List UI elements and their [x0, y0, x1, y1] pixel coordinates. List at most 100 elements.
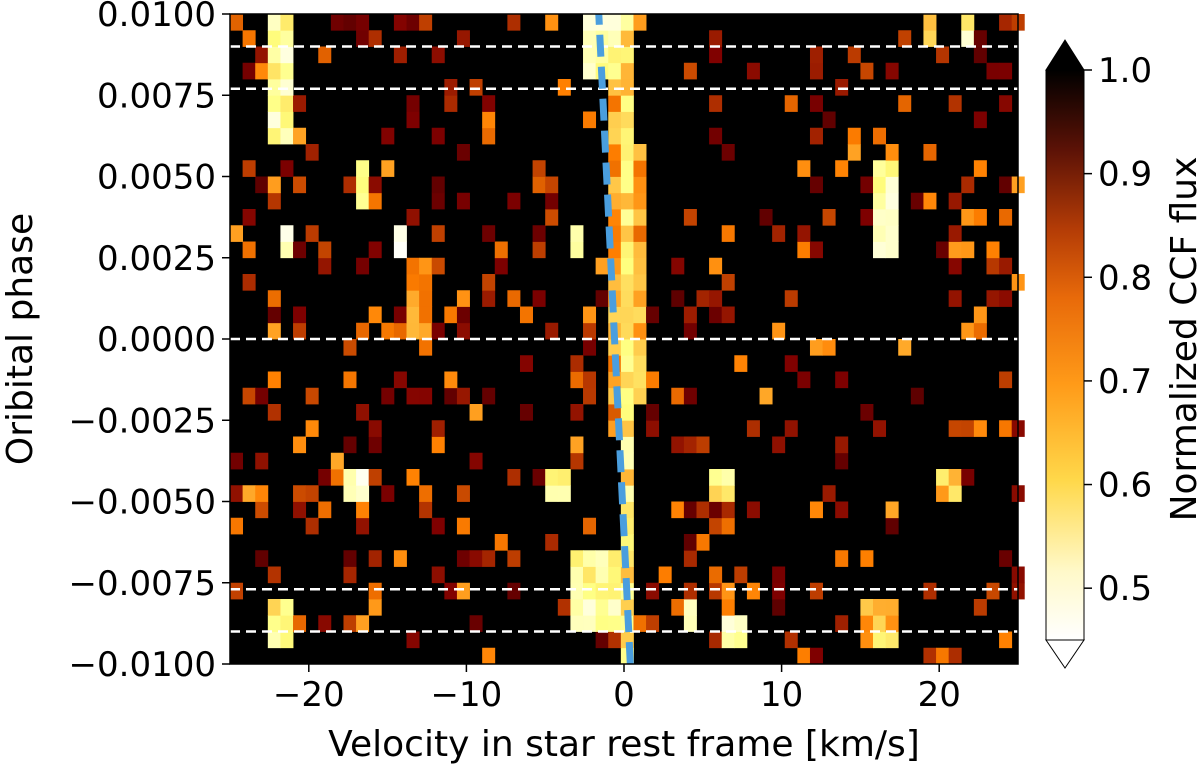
heatmap-cell	[683, 615, 697, 632]
heatmap-cell	[356, 615, 370, 632]
heatmap-cell	[293, 501, 307, 519]
heatmap-cell	[721, 274, 735, 291]
heatmap-cell	[343, 615, 357, 632]
heatmap-cell	[797, 371, 811, 389]
heatmap-cell	[343, 176, 357, 194]
heatmap-cell	[721, 582, 735, 600]
colorbar-tick-label: 0.7	[1098, 362, 1152, 402]
heatmap-cell	[507, 290, 521, 307]
heatmap-cell	[242, 485, 256, 502]
planet-trace-line	[595, 13, 634, 665]
heatmap-cell	[494, 257, 508, 275]
heatmap-cell	[948, 420, 962, 437]
heatmap-cell	[620, 62, 634, 80]
heatmap-cell	[393, 241, 407, 259]
heatmap-cell	[999, 631, 1013, 649]
heatmap-cell	[986, 582, 1000, 600]
colorbar-bottom-extend	[1045, 639, 1085, 669]
heatmap-cell	[999, 290, 1013, 307]
heatmap-cell	[961, 322, 975, 340]
heatmap-cell	[230, 14, 244, 31]
heatmap-cell	[280, 111, 294, 129]
heatmap-cell	[230, 225, 244, 242]
heatmap-cell	[343, 550, 357, 567]
heatmap-cell	[734, 355, 748, 372]
heatmap-cell	[999, 209, 1013, 226]
heatmap-cell	[595, 550, 609, 567]
heatmap-cell	[343, 14, 357, 31]
heatmap-cell	[431, 420, 445, 437]
heatmap-cell	[910, 387, 924, 405]
heatmap-cell	[406, 209, 420, 226]
heatmap-cell	[532, 225, 546, 242]
heatmap-cell	[583, 30, 597, 47]
heatmap-cell	[847, 127, 861, 145]
heatmap-cell	[633, 290, 647, 307]
heatmap-cell	[419, 387, 433, 405]
heatmap-cell	[280, 95, 294, 112]
heatmap-cell	[620, 95, 634, 112]
heatmap-cell	[784, 420, 798, 437]
heatmap-cell	[835, 550, 849, 567]
y-axis-label: Oribital phase	[0, 213, 41, 465]
heatmap-cell	[973, 209, 987, 226]
colorbar-tick-label: 0.9	[1098, 155, 1152, 195]
heatmap-cell	[595, 631, 609, 649]
heatmap-cell	[255, 176, 269, 194]
heatmap-cell	[860, 550, 874, 567]
heatmap-cell	[545, 322, 559, 340]
heatmap-cell	[230, 517, 244, 535]
heatmap-cell	[633, 144, 647, 161]
heatmap-cell	[885, 501, 899, 519]
heatmap-cell	[482, 274, 496, 291]
heatmap-cell	[809, 127, 823, 145]
heatmap-cell	[267, 14, 281, 31]
heatmap-cell	[368, 599, 382, 616]
heatmap-cell	[381, 127, 395, 145]
heatmap-cell	[419, 339, 433, 356]
heatmap-cell	[948, 485, 962, 502]
heatmap-cell	[709, 582, 723, 600]
heatmap-cell	[721, 306, 735, 324]
heatmap-cell	[620, 257, 634, 275]
heatmap-cell	[633, 322, 647, 340]
heatmap-cell	[456, 517, 470, 535]
heatmap-cell	[620, 46, 634, 64]
heatmap-cell	[482, 225, 496, 242]
heatmap-cell	[633, 225, 647, 242]
heatmap-cell	[230, 582, 244, 600]
heatmap-cell	[873, 192, 887, 210]
heatmap-cell	[809, 501, 823, 519]
colorbar: 0.5 0.6 0.7 0.8 0.9 1.0 Normalized CCF flux	[1045, 39, 1200, 669]
heatmap-cell	[557, 469, 571, 486]
heatmap-cell	[999, 420, 1013, 437]
heatmap-cell	[293, 127, 307, 145]
colorbar-top-extend	[1045, 39, 1085, 71]
heatmap-cell	[885, 62, 899, 80]
heatmap-cell	[683, 306, 697, 324]
colorbar-label: Normalized CCF flux	[1164, 157, 1200, 522]
heatmap-cell	[393, 550, 407, 567]
heatmap-cell	[683, 501, 697, 519]
heatmap-cell	[293, 485, 307, 502]
heatmap-cell	[293, 176, 307, 194]
heatmap-cell	[557, 599, 571, 616]
heatmap-cell	[267, 30, 281, 47]
heatmap-cell	[393, 225, 407, 242]
heatmap-cell	[948, 290, 962, 307]
heatmap-cell	[646, 404, 660, 421]
heatmap-cell	[293, 241, 307, 259]
heatmap-cell	[746, 62, 760, 80]
heatmap-cell	[620, 290, 634, 307]
heatmap-cell	[620, 176, 634, 194]
heatmap-cell	[746, 582, 760, 600]
heatmap-cell	[633, 257, 647, 275]
heatmap-cell	[620, 79, 634, 96]
x-tick-label: 20	[918, 675, 961, 715]
heatmap-cell	[570, 371, 584, 389]
heatmap-cell	[923, 30, 937, 47]
heatmap-cell	[772, 436, 786, 454]
heatmap-cell	[381, 485, 395, 502]
heatmap-cell	[809, 46, 823, 64]
colorbar-tick-label: 1.0	[1098, 51, 1152, 91]
